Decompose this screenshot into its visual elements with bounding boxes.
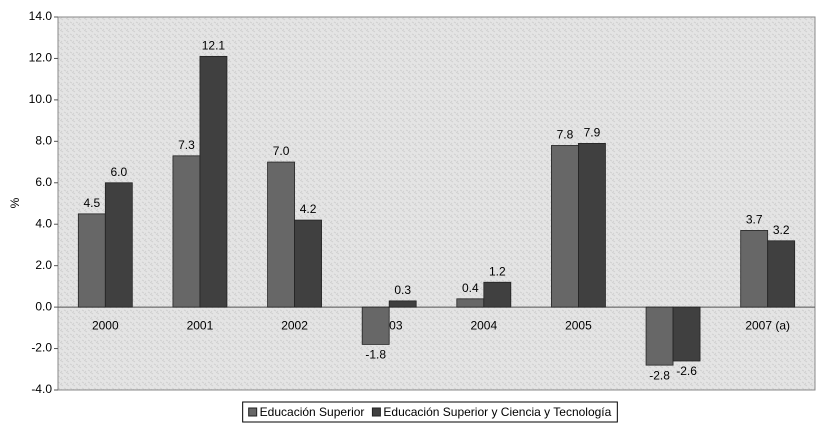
data-label: 1.2 [489,264,506,278]
y-tick-label: -2.0 [31,341,52,355]
bar [361,306,390,345]
y-tick-label: 8.0 [35,134,52,148]
y-tick-label: 0.0 [35,299,52,313]
data-label: 7.9 [584,126,601,140]
data-label: -2.8 [649,368,670,382]
data-label: 4.5 [83,196,100,210]
bar [172,155,201,308]
bar [645,306,674,366]
bar [483,281,512,308]
y-tick-label: 6.0 [35,175,52,189]
y-tick-label: 14.0 [29,9,53,23]
y-tick-label: 10.0 [29,92,53,106]
bar [199,55,228,308]
data-label: 7.8 [557,128,574,142]
legend [242,401,618,423]
bar [551,145,579,308]
x-tick-label: 2001 [187,318,214,332]
y-tick-label: -4.0 [31,382,52,396]
x-tick-label: 2002 [281,318,308,332]
y-tick-label: 12.0 [29,51,53,65]
bar [388,300,417,308]
bar [672,306,701,362]
bar [767,240,796,308]
legend-label: Educación Superior y Ciencia y Tecnologí… [383,405,611,419]
x-tick-label: 2004 [470,318,497,332]
y-tick-label: 2.0 [35,258,52,272]
data-label: 0.3 [394,283,411,297]
x-tick-label: 2007 (a) [745,318,790,332]
bar [104,182,133,308]
data-label: -1.8 [365,348,386,362]
bar [267,161,295,308]
data-label: 12.1 [202,39,226,53]
x-tick-label: 2005 [565,318,592,332]
data-label: -2.6 [676,364,697,378]
plot-area [57,16,816,391]
bar [456,298,485,308]
y-axis-label: % [8,197,22,208]
bar [740,230,769,308]
legend-swatch [371,407,381,417]
x-tick-label: 2000 [92,318,119,332]
data-label: 4.2 [300,202,317,216]
y-tick-label: 4.0 [35,216,52,230]
data-label: 3.7 [746,213,763,227]
data-label: 7.0 [273,144,290,158]
data-label: 0.4 [462,281,479,295]
data-label: 6.0 [110,165,127,179]
bar [578,143,606,308]
legend-label: Educación Superior [260,405,365,419]
data-label: 7.3 [178,138,195,152]
bar [294,219,322,308]
bar [77,213,106,308]
data-label: 3.2 [773,223,790,237]
legend-swatch [248,407,258,417]
